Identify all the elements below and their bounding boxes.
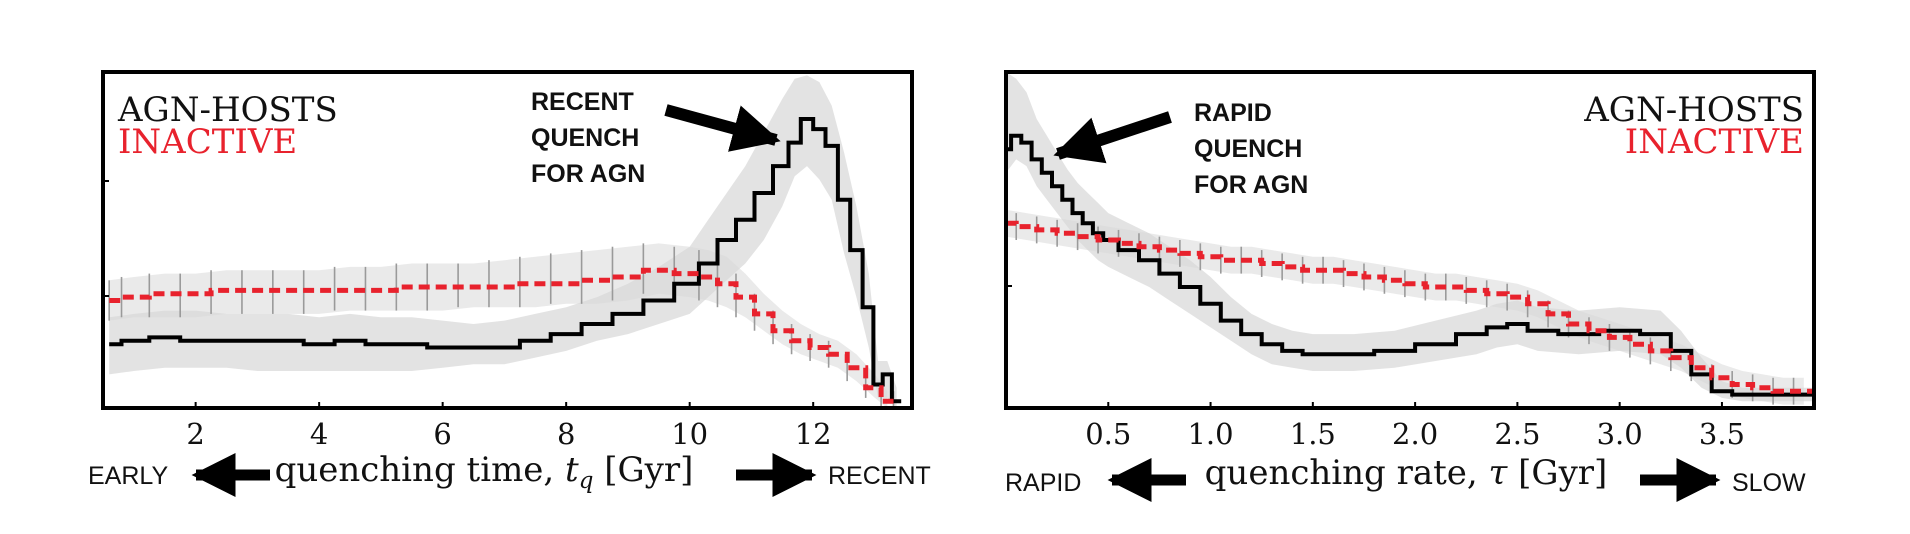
left-series [109, 117, 902, 404]
left-x-tick-label: 4 [310, 417, 328, 451]
right-series [1006, 133, 1814, 397]
right-x-ticks: 0.5 1.0 1.5 2.0 2.5 3.0 3.5 [1085, 402, 1745, 451]
left-series-inactive [109, 267, 894, 404]
left-annotation: RECENT QUENCH FOR AGN [531, 88, 645, 188]
left-annotation-arrow [664, 104, 781, 152]
right-x-tick-label: 0.5 [1085, 417, 1131, 451]
right-x-axis-label: quenching rate, τ [Gyr] [1205, 453, 1608, 493]
left-x-ticks: 2 4 6 8 10 12 [186, 402, 832, 451]
left-arrow-label-recent: RECENT [828, 462, 931, 490]
left-arrow-label-early: EARLY [88, 462, 168, 490]
left-x-tick-label: 12 [795, 417, 832, 451]
left-x-tick-label: 10 [671, 417, 708, 451]
left-panel: 2 4 6 8 10 12 AGN-HOSTS INACTIVE RECENT QUENC… [88, 70, 931, 497]
right-x-tick-label: 3.5 [1699, 417, 1745, 451]
right-series-inactive [1006, 220, 1814, 394]
right-annotation-line-3: FOR AGN [1194, 171, 1308, 199]
right-legend-agn: AGN-HOSTS [1583, 90, 1804, 130]
right-annotation: RAPID QUENCH FOR AGN [1194, 99, 1308, 199]
left-annotation-line-3: FOR AGN [531, 160, 645, 188]
right-x-tick-label: 1.5 [1290, 417, 1336, 451]
right-series-agn-hosts [1006, 133, 1814, 397]
right-x-tick-label: 2.5 [1494, 417, 1540, 451]
right-plot-frame [1004, 70, 1816, 410]
left-x-tick-label: 2 [186, 417, 204, 451]
right-band-agn-hosts [1006, 72, 1814, 402]
left-x-tick-label: 6 [433, 417, 451, 451]
right-bands [1006, 72, 1814, 405]
left-band-agn-hosts [109, 75, 897, 409]
right-legend-inactive: INACTIVE [1625, 122, 1804, 162]
left-x-tick-label: 8 [557, 417, 575, 451]
right-annotation-line-2: QUENCH [1194, 135, 1302, 163]
right-arrow-label-slow: SLOW [1732, 469, 1806, 497]
left-x-axis-label: quenching time, tq [Gyr] [275, 450, 694, 494]
right-annotation-line-1: RAPID [1194, 99, 1272, 127]
right-x-tick-label: 1.0 [1187, 417, 1233, 451]
left-plot-frame [101, 70, 914, 410]
right-panel: 0.5 1.0 1.5 2.0 2.5 3.0 3.5 AGN-HOSTS INACTIVE… [1004, 70, 1816, 502]
left-legend-agn: AGN-HOSTS [117, 90, 338, 130]
left-annotation-line-1: RECENT [531, 88, 634, 116]
left-y-ticks [103, 180, 109, 297]
left-series-agn-hosts [109, 117, 902, 404]
right-arrow-label-rapid: RAPID [1005, 469, 1081, 497]
left-legend-inactive: INACTIVE [118, 122, 297, 162]
right-band-inactive [1006, 209, 1804, 405]
left-annotation-line-2: QUENCH [531, 124, 639, 152]
right-x-tick-label: 2.0 [1392, 417, 1438, 451]
right-x-tick-label: 3.0 [1597, 417, 1643, 451]
right-annotation-arrow [1053, 111, 1172, 164]
